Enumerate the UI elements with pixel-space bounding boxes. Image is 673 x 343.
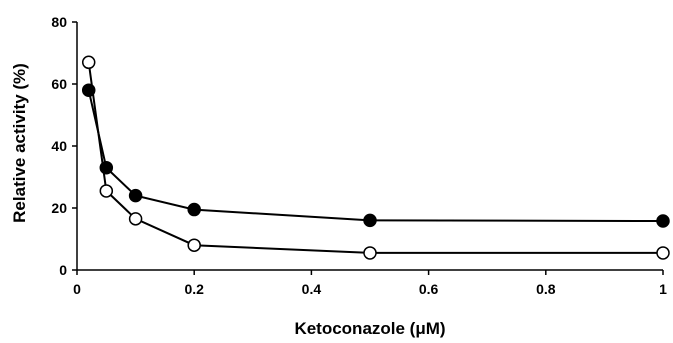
series-line	[87, 89, 664, 222]
y-tick-label: 60	[51, 76, 67, 92]
open-data-point	[187, 238, 201, 252]
y-tick-label: 80	[51, 14, 67, 30]
x-tick-label: 1	[659, 281, 667, 297]
y-tick-label: 0	[59, 262, 67, 278]
filled-data-point	[656, 214, 670, 228]
axes: 0 0.2 0.4 0.6 0.8 1 0 20 40 60 80	[51, 14, 667, 297]
x-tick-label: 0.2	[184, 281, 204, 297]
filled-data-point	[363, 213, 377, 228]
open-data-point	[656, 246, 670, 260]
series-line	[87, 62, 663, 254]
series-2	[81, 55, 670, 260]
x-tick-label: 0.6	[419, 281, 439, 297]
y-tick-label: 20	[51, 200, 67, 216]
filled-data-point	[187, 202, 201, 217]
x-tick-label: 0.8	[536, 281, 556, 297]
open-data-point	[128, 212, 143, 226]
x-tick-label: 0	[73, 281, 81, 297]
open-data-point	[81, 55, 96, 70]
filled-data-point	[128, 188, 143, 203]
series-layer	[81, 55, 670, 260]
series-1	[81, 83, 670, 228]
y-tick-label: 40	[51, 138, 67, 154]
x-tick-label: 0.4	[302, 281, 322, 297]
open-data-point	[99, 184, 114, 198]
x-axis-title: Ketoconazole (μM)	[294, 319, 445, 338]
y-axis-title: Relative activity (%)	[10, 63, 29, 223]
open-data-point	[363, 246, 377, 260]
